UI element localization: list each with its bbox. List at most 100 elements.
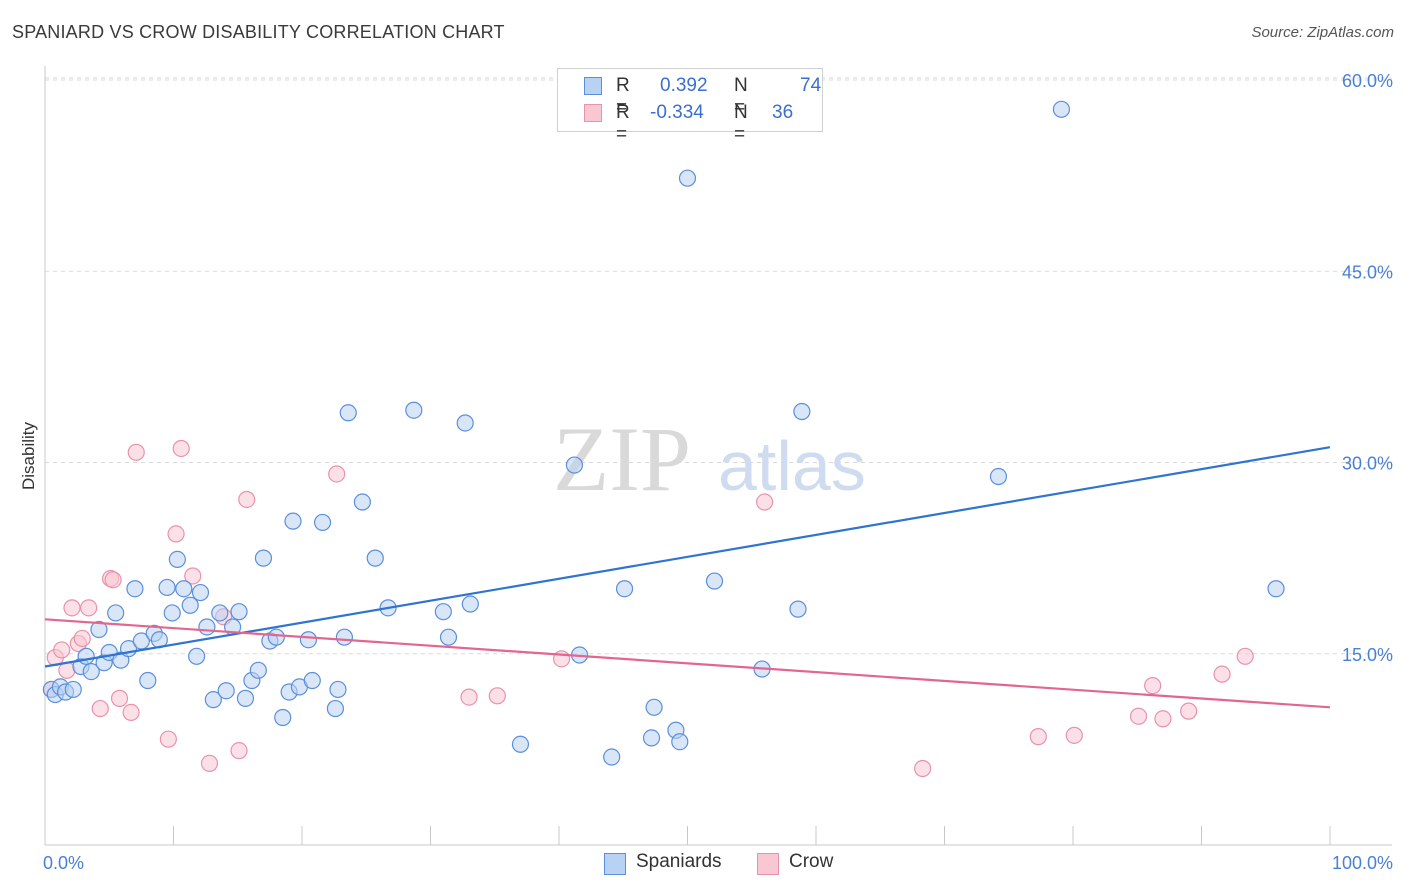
x-tick-label: 0.0%: [43, 853, 84, 873]
spaniards-point: [313, 513, 332, 532]
crow-point: [230, 742, 248, 760]
spaniards-trend-line: [44, 446, 1331, 668]
spaniards-point: [335, 628, 354, 646]
spaniards-point: [645, 698, 663, 716]
spaniards-point: [299, 631, 318, 649]
stats-legend: R = 0.392 N = 74 R = -0.334 N = 36: [557, 68, 823, 145]
r-label: R =: [616, 102, 630, 145]
spaniards-point: [565, 456, 584, 474]
spaniards-point: [434, 603, 452, 621]
spaniards-point: [439, 628, 458, 646]
crow-point: [110, 689, 129, 707]
spaniards-points: [42, 100, 1285, 766]
spaniards-point: [211, 604, 229, 622]
spaniards-point: [615, 580, 634, 598]
spaniards-swatch: [604, 853, 626, 875]
r-value: -0.334: [650, 102, 704, 123]
watermark-atlas: atlas: [718, 427, 866, 505]
spaniards-point: [793, 402, 811, 421]
spaniards-point: [326, 699, 345, 718]
crow-swatch: [584, 104, 602, 122]
watermark: ZIP atlas: [553, 408, 866, 510]
y-axis-label: Disability: [19, 421, 38, 490]
crow-point: [127, 443, 145, 461]
y-tick-label: 45.0%: [1342, 262, 1393, 282]
r-value: 0.392: [660, 75, 708, 96]
source-credit: Source: ZipAtlas.com: [1251, 24, 1394, 41]
spaniards-point: [254, 549, 273, 567]
spaniards-point: [82, 662, 100, 681]
axes: [44, 66, 1392, 846]
spaniards-point: [126, 580, 144, 598]
crow-point: [159, 730, 177, 748]
crow-points: [42, 439, 1254, 778]
spaniards-point: [139, 671, 157, 690]
n-label: N =: [734, 75, 748, 118]
spaniards-point: [642, 729, 661, 747]
crow-point: [238, 490, 256, 509]
spaniards-point: [405, 401, 423, 419]
spaniards-point: [1052, 100, 1071, 118]
crow-point: [80, 599, 98, 617]
crow-point: [172, 439, 190, 458]
x-tick-labels: 0.0% 100.0%: [43, 853, 1393, 873]
spaniards-point: [107, 604, 125, 622]
spaniards-point: [705, 572, 724, 590]
crow-point: [914, 759, 932, 778]
y-tick-labels: 15.0% 30.0% 45.0% 60.0%: [1342, 71, 1393, 665]
crow-point: [73, 629, 91, 648]
spaniards-point: [236, 689, 255, 707]
spaniards-point: [230, 603, 248, 621]
spaniards-point: [90, 620, 108, 639]
spaniards-point: [303, 671, 321, 690]
crow-point: [1213, 665, 1231, 683]
spaniards-point: [456, 414, 474, 432]
crow-point: [53, 641, 71, 659]
spaniards-point: [274, 708, 292, 727]
spaniards-point: [188, 647, 206, 665]
crow-point: [460, 688, 478, 706]
trend-lines: [44, 446, 1331, 709]
spaniards-point: [353, 493, 371, 511]
crow-point: [1129, 707, 1148, 725]
crow-point: [104, 571, 122, 589]
legend-label-spaniards: Spaniards: [636, 851, 722, 872]
crow-point: [1065, 726, 1083, 744]
spaniards-point: [789, 600, 807, 618]
chart-title: SPANIARD VS CROW DISABILITY CORRELATION …: [12, 22, 505, 42]
crow-point: [1180, 702, 1198, 720]
grid-lines: [45, 77, 1392, 655]
spaniards-swatch: [584, 77, 602, 95]
spaniards-point: [249, 661, 267, 679]
legend-label-crow: Crow: [789, 851, 834, 872]
crow-trend-line: [44, 618, 1331, 709]
crow-point: [1029, 728, 1047, 746]
spaniards-point: [366, 549, 384, 567]
crow-swatch: [757, 853, 779, 875]
spaniards-point: [339, 404, 357, 422]
crow-point: [167, 525, 185, 543]
crow-point: [1144, 677, 1162, 695]
spaniards-point: [204, 691, 222, 709]
spaniards-point: [461, 595, 479, 613]
y-tick-label: 60.0%: [1342, 71, 1393, 91]
y-tick-label: 15.0%: [1342, 645, 1393, 665]
spaniards-point: [217, 682, 235, 700]
crow-point: [200, 754, 219, 773]
spaniards-point: [191, 583, 210, 602]
spaniards-point: [168, 550, 186, 569]
crow-point: [1154, 710, 1172, 728]
spaniards-point: [671, 733, 689, 751]
spaniards-point: [163, 604, 181, 622]
spaniards-point: [511, 735, 530, 753]
crow-point: [755, 493, 774, 511]
crow-point: [184, 567, 202, 585]
n-label: N =: [734, 102, 748, 145]
spaniards-point: [175, 580, 193, 598]
spaniards-point: [181, 596, 199, 614]
crow-point: [1236, 647, 1254, 665]
spaniards-point: [329, 680, 347, 699]
r-label: R =: [616, 75, 630, 118]
spaniards-point: [989, 467, 1008, 486]
